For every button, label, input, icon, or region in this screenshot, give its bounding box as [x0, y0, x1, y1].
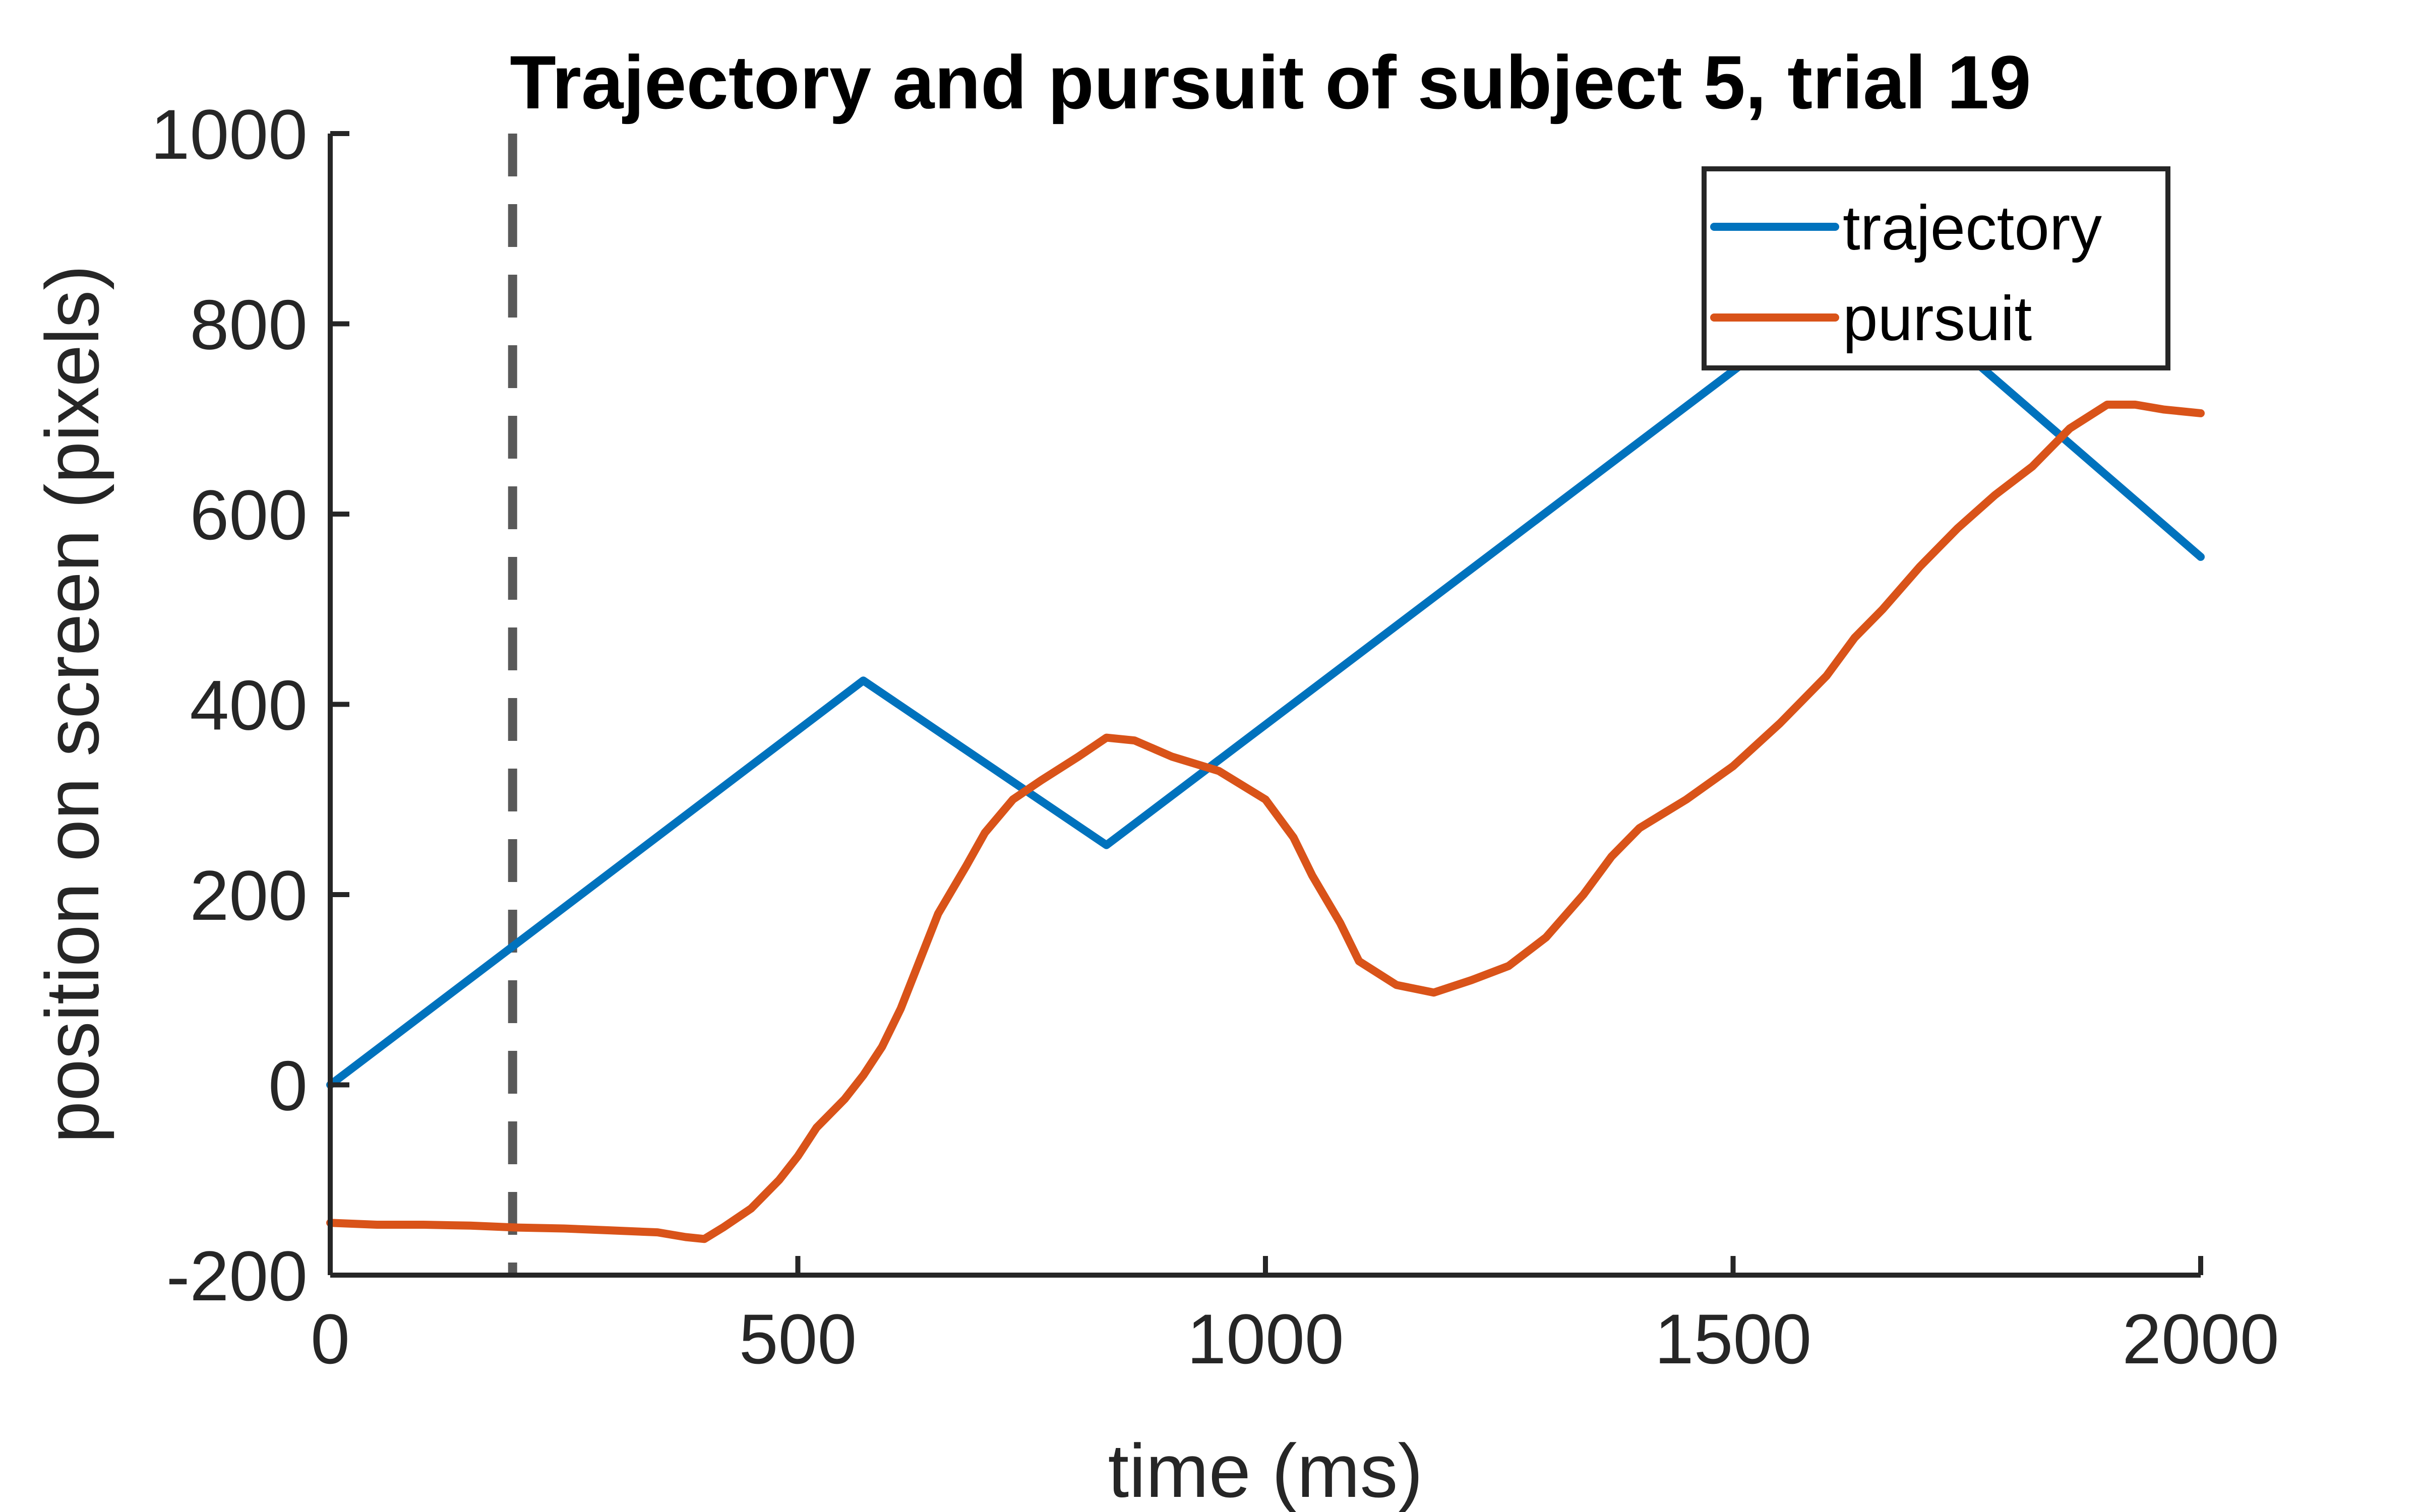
y-tick-label: 400 — [190, 666, 308, 745]
y-tick-label: -200 — [166, 1236, 308, 1315]
y-axis-label: position on screen (pixels) — [30, 265, 114, 1144]
y-tick-label: 200 — [190, 856, 308, 935]
legend-box — [1702, 166, 2170, 370]
chart-title: Trajectory and pursuit of subject 5, tri… — [510, 40, 2031, 124]
y-tick-label: 1000 — [151, 95, 308, 174]
x-ticks: 0 500 1000 1500 2000 — [311, 1256, 2279, 1378]
x-tick-label: 2000 — [2122, 1299, 2279, 1378]
y-ticks: -200 0 200 400 600 800 1000 — [151, 95, 349, 1315]
series-line-pursuit — [326, 400, 2205, 1243]
y-tick-label: 0 — [268, 1046, 308, 1125]
legend: trajectory pursuit — [1702, 166, 2170, 370]
legend-label-pursuit: pursuit — [1843, 284, 2032, 354]
y-tick-label: 800 — [190, 285, 308, 364]
y-tick-label: 600 — [190, 475, 308, 554]
x-tick-label: 1500 — [1655, 1299, 1811, 1378]
legend-label-trajectory: trajectory — [1843, 193, 2102, 263]
x-tick-label: 1000 — [1187, 1299, 1344, 1378]
x-axis-label: time (ms) — [1108, 1428, 1423, 1512]
x-tick-label: 0 — [311, 1299, 350, 1378]
x-tick-label: 500 — [739, 1299, 857, 1378]
series-line-trajectory — [326, 310, 2205, 1089]
